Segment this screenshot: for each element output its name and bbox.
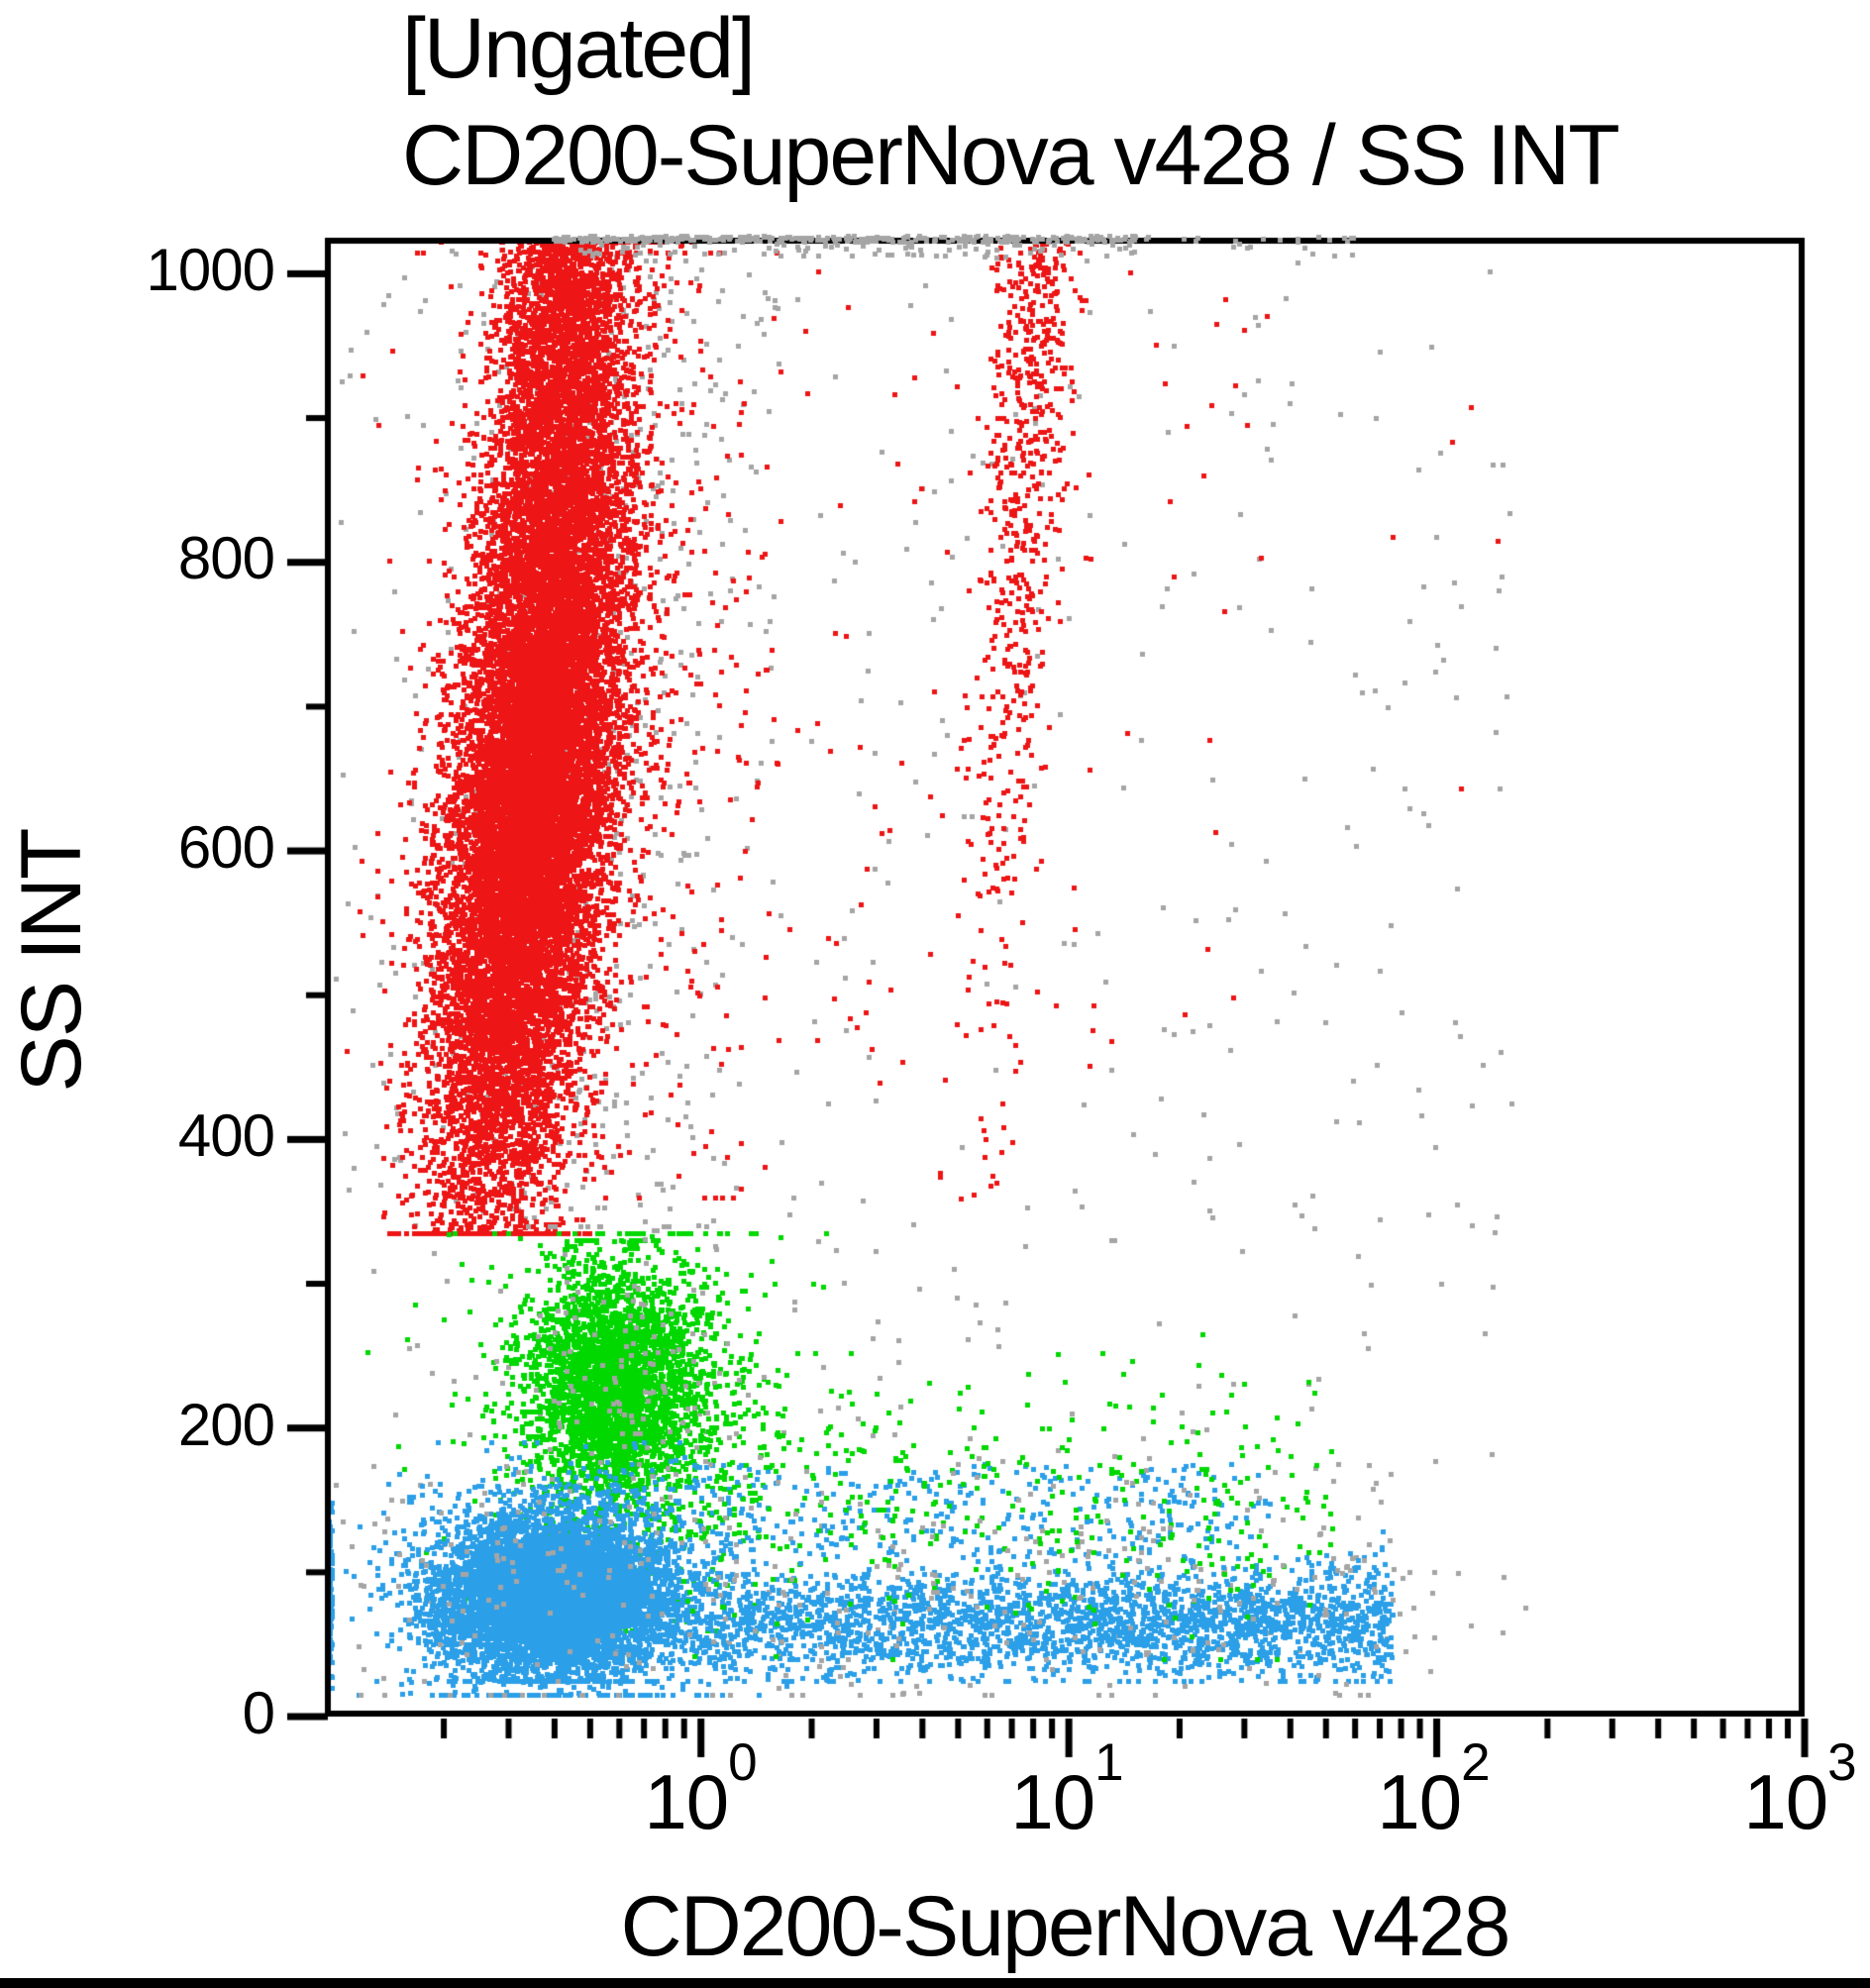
y-tick-label-400: 400 — [177, 1102, 275, 1169]
x-axis-label: CD200-SuperNova v428 — [620, 1879, 1511, 1974]
x-tick-label-10e2: 102 — [1377, 1733, 1490, 1845]
x-tick-label-10e1: 101 — [1010, 1733, 1123, 1845]
x-tick-label-10e3: 103 — [1743, 1733, 1856, 1845]
y-tick-label-1000: 1000 — [146, 237, 275, 303]
bottom-window-divider — [0, 1978, 1870, 1988]
y-tick-label-0: 0 — [242, 1680, 275, 1746]
x-tick-label-10e0: 100 — [644, 1733, 757, 1845]
y-tick-label-200: 200 — [177, 1392, 275, 1458]
y-tick-label-600: 600 — [177, 814, 275, 881]
y-tick-label-800: 800 — [177, 525, 275, 591]
